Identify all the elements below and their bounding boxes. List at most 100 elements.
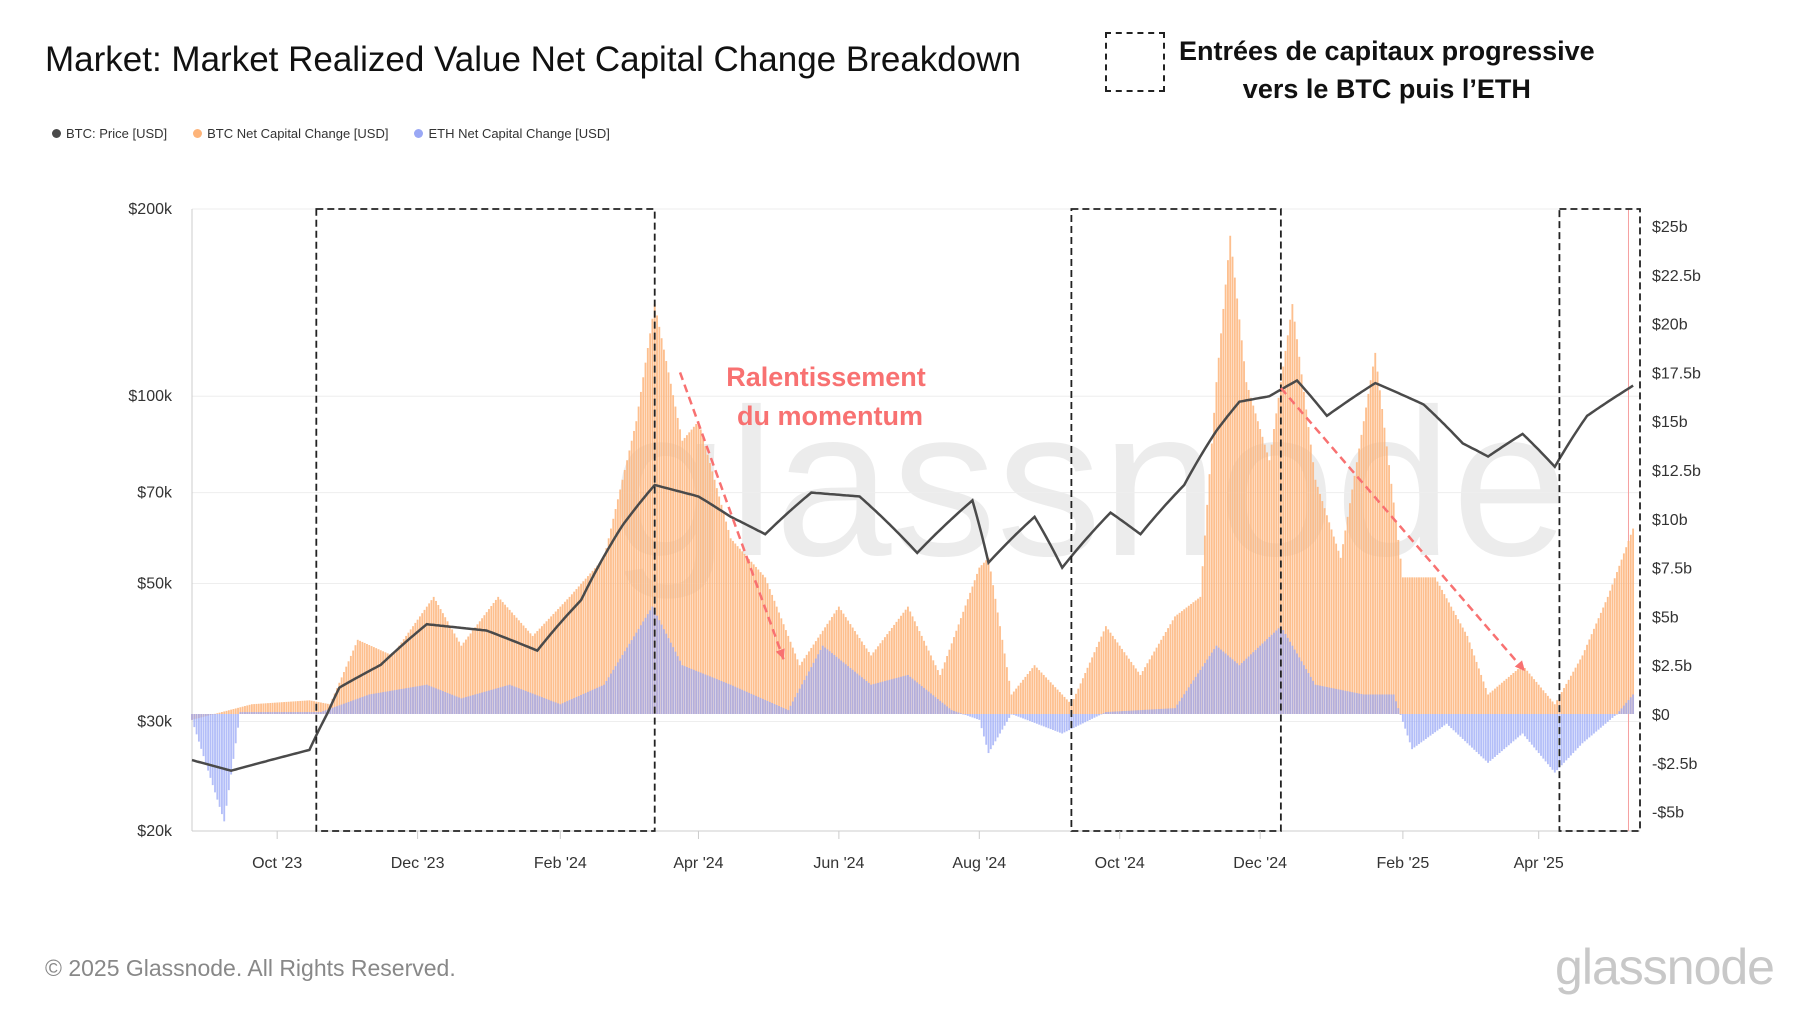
eth-net-capital-bar [412,687,414,714]
btc-net-capital-bar [1307,427,1310,714]
btc-net-capital-bar [1178,612,1181,714]
eth-net-capital-bar [1611,714,1614,718]
btc-net-capital-bar [1049,682,1052,714]
btc-net-capital-bar [310,700,313,714]
eth-net-capital-bar [778,706,780,714]
eth-net-capital-bar [1022,714,1024,719]
btc-net-capital-bar [283,702,286,714]
btc-net-capital-bar [1081,678,1084,714]
btc-net-capital-bar [732,540,734,714]
eth-net-capital-bar [1224,653,1227,714]
eth-net-capital-bar [1058,714,1061,733]
btc-net-capital-bar [1305,409,1308,714]
btc-net-capital-bar [872,652,875,714]
eth-net-capital-bar [1595,714,1598,732]
btc-net-capital-bar [621,479,624,714]
eth-net-capital-bar [239,712,242,714]
x-tick-label: Jun '24 [813,855,864,872]
x-tick-label: Aug '24 [952,855,1006,872]
btc-net-capital-bar [1434,577,1437,714]
eth-net-capital-bar [191,714,193,720]
eth-net-capital-bar [368,694,371,714]
eth-net-capital-bar [517,688,520,714]
btc-net-capital-bar [1019,682,1022,714]
btc-net-capital-bar [1070,704,1073,714]
eth-net-capital-bar [612,669,615,714]
btc-net-capital-bar [531,635,534,714]
btc-net-capital-bar [253,704,256,714]
eth-net-capital-bar [656,615,658,714]
btc-net-capital-bar [695,423,698,714]
btc-net-capital-bar [1231,256,1234,714]
eth-net-capital-bar [366,695,368,714]
btc-net-capital-bar [1632,528,1635,714]
eth-net-capital-bar [610,673,612,714]
eth-net-capital-bar [1296,653,1298,714]
btc-net-capital-bar [425,606,428,714]
eth-net-capital-bar [808,671,810,714]
y-right-tick-label: $22.5b [1652,268,1701,285]
btc-net-capital-bar [1314,479,1317,714]
eth-net-capital-bar [547,699,550,714]
btc-net-capital-bar [1475,661,1478,714]
eth-net-capital-bar [844,664,847,714]
eth-net-capital-bar [439,690,442,714]
btc-net-capital-bar [964,605,967,714]
eth-net-capital-bar [676,656,679,714]
eth-net-capital-bar [1164,708,1167,714]
btc-net-capital-bar [1151,655,1153,714]
btc-net-capital-bar [955,630,958,714]
eth-net-capital-bar [1422,714,1425,741]
btc-net-capital-bar [992,585,995,714]
eth-net-capital-bar [752,694,755,714]
btc-net-capital-bar [1164,632,1167,714]
eth-net-capital-bar [750,693,753,714]
eth-net-capital-bar [649,610,652,714]
btc-net-capital-bar [262,703,265,714]
btc-net-capital-bar [382,651,384,714]
btc-net-capital-bar [1602,607,1605,714]
btc-net-capital-bar [1491,690,1494,714]
eth-net-capital-bar [782,708,785,714]
legend-item-btc-price[interactable]: BTC: Price [USD] [52,126,167,141]
btc-net-capital-bar [738,548,741,714]
eth-net-capital-bar [635,632,638,714]
eth-net-capital-bar [925,689,928,714]
btc-net-capital-bar [497,596,500,714]
btc-net-capital-bar [1107,629,1110,714]
legend-item-btc-net-capital[interactable]: BTC Net Capital Change [USD] [193,126,388,141]
btc-net-capital-bar [278,702,281,714]
btc-net-capital-bar [681,440,684,714]
btc-net-capital-bar [1222,308,1225,714]
btc-net-capital-bar [536,631,539,714]
legend-item-eth-net-capital[interactable]: ETH Net Capital Change [USD] [414,126,610,141]
btc-net-capital-bar [241,706,244,714]
btc-net-capital-bar [1484,687,1487,714]
btc-net-capital-bar [1010,694,1013,714]
btc-net-capital-bar [649,333,652,714]
btc-net-capital-bar [1473,655,1476,714]
btc-net-capital-bar [741,551,744,714]
eth-net-capital-bar [757,696,760,714]
btc-net-capital-bar [748,559,751,714]
eth-net-capital-bar [1540,714,1542,756]
eth-net-capital-bar [789,705,792,714]
eth-net-capital-bar [1307,673,1310,714]
eth-net-capital-bar [573,698,576,714]
eth-net-capital-bar [895,678,898,714]
eth-net-capital-bar [453,695,456,714]
btc-net-capital-bar [1427,577,1430,714]
btc-net-capital-bar [1208,474,1211,714]
eth-net-capital-bar [1443,714,1446,726]
btc-net-capital-bar [366,643,368,714]
eth-net-capital-bar [950,710,953,714]
btc-net-capital-bar [363,642,366,714]
btc-net-capital-bar [1217,357,1220,714]
btc-net-capital-bar [474,627,477,714]
eth-net-capital-bar [766,700,769,714]
eth-net-capital-bar [1466,714,1469,744]
btc-net-capital-bar [273,702,276,714]
btc-net-capital-bar [1130,661,1133,714]
eth-net-capital-bar [976,714,978,720]
eth-net-capital-bar [920,686,923,714]
